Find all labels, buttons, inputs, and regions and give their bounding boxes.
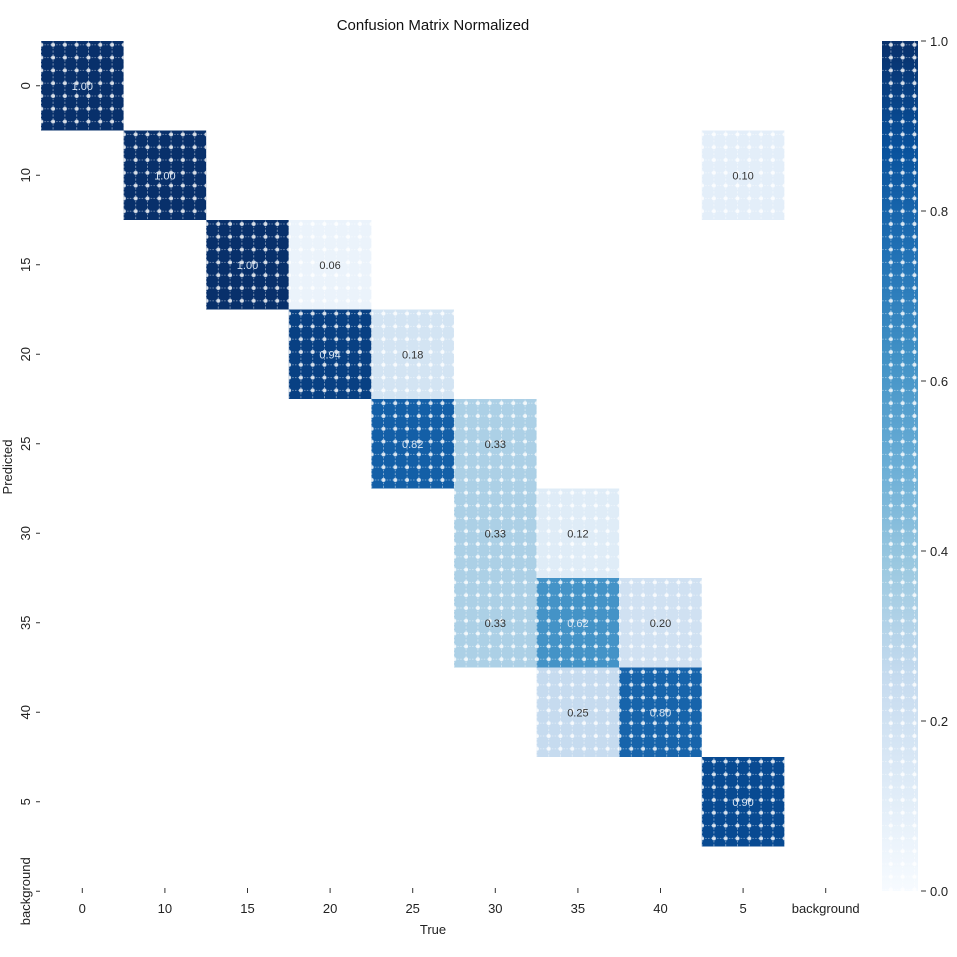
x-tick-label: 5 [739, 901, 746, 916]
cell-value-label: 0.20 [650, 618, 671, 630]
cell-value-label: 0.90 [732, 797, 753, 809]
y-tick-label: 30 [18, 526, 33, 540]
cell-texture [206, 220, 289, 310]
cell-value-label: 0.10 [732, 170, 753, 182]
x-tick-label: 10 [158, 901, 172, 916]
x-tick-label: 35 [571, 901, 585, 916]
cell-texture [454, 488, 537, 578]
cell-value-label: 0.12 [567, 528, 588, 540]
cell-texture [371, 399, 454, 489]
heatmap-cell: 0.94 [288, 309, 372, 399]
x-tick-label: 40 [653, 901, 667, 916]
cell-value-label: 0.33 [485, 618, 506, 630]
cell-value-label: 0.80 [650, 707, 671, 719]
y-tick-label: 20 [18, 347, 33, 361]
heatmap-cell: 0.62 [536, 578, 620, 668]
chart-title: Confusion Matrix Normalized [337, 17, 530, 34]
heatmap-cell: 0.80 [619, 667, 702, 757]
y-tick-label: 5 [18, 798, 33, 805]
x-axis-label: True [420, 922, 446, 937]
cell-texture [619, 578, 702, 668]
cell-value-label: 0.06 [319, 260, 340, 272]
cell-texture [371, 309, 454, 399]
x-axis-ticks: 0 10 15 20 25 30 35 40 5 background [79, 888, 860, 916]
heatmap-cell: 0.33 [454, 399, 537, 489]
colorbar-texture [882, 41, 918, 891]
x-tick-label: 20 [323, 901, 337, 916]
cell-texture [536, 667, 620, 757]
x-tick-label: 15 [240, 901, 254, 916]
x-tick-label: background [792, 901, 860, 916]
cell-texture [288, 309, 372, 399]
cell-texture [536, 488, 620, 578]
y-tick-label: background [18, 857, 33, 925]
y-tick-label: 15 [18, 258, 33, 272]
colorbar-ticks: 0.0 0.2 0.4 0.6 0.8 1.0 [921, 34, 948, 899]
y-axis-ticks: 0 10 15 20 25 30 35 40 5 background [18, 82, 40, 925]
cell-value-label: 0.18 [402, 349, 423, 361]
heatmap-cell: 0.06 [288, 220, 372, 310]
cell-value-label: 0.33 [485, 528, 506, 540]
cell-texture [454, 399, 537, 489]
colorbar-tick-label: 0.0 [930, 884, 948, 899]
cell-value-label: 0.62 [567, 618, 588, 630]
heatmap-cell: 1.00 [41, 41, 124, 131]
colorbar-tick-label: 0.2 [930, 714, 948, 729]
cell-value-label: 0.94 [319, 349, 340, 361]
y-tick-label: 35 [18, 616, 33, 630]
x-tick-label: 25 [405, 901, 419, 916]
cell-value-label: 1.00 [72, 81, 93, 93]
heatmap-cell: 0.33 [454, 488, 537, 578]
y-tick-label: 0 [18, 82, 33, 89]
heatmap-cell: 0.25 [536, 667, 620, 757]
y-axis-label: Predicted [0, 440, 15, 495]
y-tick-label: 25 [18, 437, 33, 451]
heatmap-cell: 0.82 [371, 399, 454, 489]
heatmap-cells: 1.00 1.00 0.10 1.00 0.06 0.94 0.18 0.82 0.33 0.33… [41, 41, 785, 847]
cell-value-label: 1.00 [237, 260, 258, 272]
heatmap-cell: 0.33 [454, 578, 537, 668]
y-tick-label: 40 [18, 705, 33, 719]
y-tick-label: 10 [18, 168, 33, 182]
heatmap-cell: 0.18 [371, 309, 454, 399]
cell-texture [454, 578, 537, 668]
cell-texture [41, 41, 124, 131]
heatmap-cell: 1.00 [206, 220, 289, 310]
heatmap-cell: 1.00 [123, 130, 207, 220]
heatmap-cell: 0.12 [536, 488, 620, 578]
x-tick-label: 0 [79, 901, 86, 916]
cell-texture [288, 220, 372, 310]
colorbar-tick-label: 0.6 [930, 374, 948, 389]
colorbar-tick-label: 1.0 [930, 34, 948, 49]
cell-value-label: 1.00 [154, 170, 175, 182]
heatmap-cell: 0.20 [619, 578, 702, 668]
cell-texture [536, 578, 620, 668]
x-tick-label: 30 [488, 901, 502, 916]
cell-value-label: 0.82 [402, 439, 423, 451]
cell-texture [701, 130, 785, 220]
cell-texture [701, 757, 785, 847]
cell-texture [123, 130, 207, 220]
heatmap-cell: 0.90 [701, 757, 785, 847]
cell-value-label: 0.25 [567, 707, 588, 719]
cell-texture [619, 667, 702, 757]
heatmap-cell: 0.10 [701, 130, 785, 220]
colorbar-tick-label: 0.8 [930, 204, 948, 219]
colorbar-tick-label: 0.4 [930, 544, 948, 559]
cell-value-label: 0.33 [485, 439, 506, 451]
colorbar: 0.0 0.2 0.4 0.6 0.8 1.0 [882, 34, 948, 899]
